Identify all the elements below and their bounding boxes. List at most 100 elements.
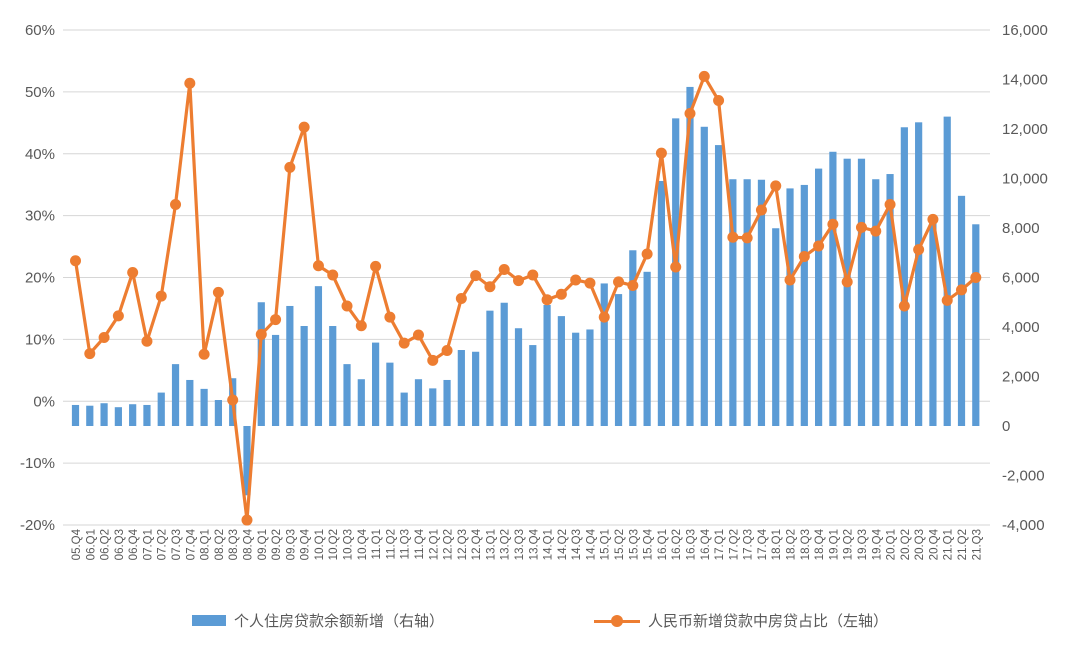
bar-13.Q2 — [500, 302, 508, 426]
x-axis-tick-label: 13.Q4 — [528, 528, 540, 560]
line-marker-12.Q4 — [470, 270, 482, 282]
x-axis-tick-label: 12.Q3 — [457, 529, 469, 560]
line-marker-19.Q3 — [855, 221, 867, 233]
x-axis-tick-label: 13.Q1 — [485, 529, 497, 560]
right-axis-tick-label: 14,000 — [1002, 72, 1048, 89]
bar-18.Q3 — [800, 184, 808, 426]
x-axis-tick-label: 11.Q3 — [400, 529, 412, 559]
line-marker-19.Q4 — [870, 225, 882, 237]
left-axis-tick-label: 30% — [25, 208, 55, 225]
x-axis-tick-label: 14.Q4 — [585, 528, 597, 560]
x-axis-tick-label: 20.Q4 — [928, 528, 940, 560]
x-axis-tick-label: 17.Q4 — [757, 528, 769, 560]
bar-18.Q4 — [815, 168, 823, 426]
bar-07.Q1 — [143, 404, 151, 426]
line-marker-06.Q2 — [98, 332, 110, 344]
line-marker-17.Q4 — [755, 204, 767, 216]
right-axis-tick-label: 12,000 — [1002, 121, 1048, 138]
line-marker-13.Q4 — [527, 269, 539, 281]
x-axis-tick-label: 16.Q1 — [657, 529, 669, 560]
legend-item-bar-series[interactable]: 个人住房贷款余额新增（右轴） — [191, 610, 444, 631]
x-axis-tick-label: 15.Q3 — [628, 529, 640, 560]
bar-07.Q4 — [186, 379, 194, 426]
line-marker-10.Q3 — [341, 300, 353, 312]
x-axis-tick-label: 07.Q3 — [171, 529, 183, 560]
bar-06.Q1 — [86, 405, 94, 426]
x-axis-tick-label: 06.Q4 — [128, 528, 140, 560]
x-axis-tick-label: 08.Q3 — [228, 529, 240, 560]
line-marker-08.Q4 — [241, 514, 253, 526]
bar-11.Q3 — [400, 392, 408, 426]
right-axis-tick-label: -2,000 — [1002, 468, 1045, 485]
bar-21.Q1 — [943, 116, 951, 426]
x-axis-tick-label: 12.Q4 — [471, 528, 483, 560]
x-axis-tick-label: 07.Q2 — [157, 529, 169, 560]
line-marker-11.Q1 — [370, 260, 382, 272]
line-marker-07.Q4 — [184, 77, 196, 89]
line-marker-10.Q4 — [355, 320, 367, 332]
right-axis-tick-label: 16,000 — [1002, 22, 1048, 39]
bar-series-label: 个人住房贷款余额新增（右轴） — [233, 613, 444, 630]
line-marker-07.Q1 — [141, 335, 153, 347]
bar-14.Q2 — [557, 316, 565, 426]
bar-20.Q1 — [886, 174, 894, 426]
x-axis-tick-label: 17.Q3 — [743, 529, 755, 560]
bar-15.Q4 — [643, 271, 651, 426]
line-marker-16.Q3 — [684, 108, 696, 120]
line-marker-21.Q1 — [941, 294, 953, 306]
line-marker-06.Q4 — [127, 267, 139, 279]
x-axis-tick-label: 15.Q4 — [643, 528, 655, 560]
x-axis-tick-label: 21.Q2 — [957, 529, 969, 560]
x-axis-tick-label: 19.Q4 — [871, 528, 883, 560]
legend-item-line-series[interactable]: 人民币新增贷款中房贷占比（左轴） — [594, 610, 888, 631]
x-axis-tick-label: 14.Q2 — [557, 529, 569, 560]
x-axis-tick-label: 15.Q1 — [600, 529, 612, 560]
bar-10.Q4 — [357, 379, 365, 426]
bar-13.Q1 — [486, 310, 494, 426]
right-axis-tick-label: 10,000 — [1002, 171, 1048, 188]
bar-15.Q2 — [614, 294, 623, 426]
x-axis-tick-label: 18.Q3 — [800, 529, 812, 560]
line-marker-11.Q4 — [412, 329, 424, 341]
x-axis-tick-label: 19.Q3 — [857, 529, 869, 560]
bar-13.Q4 — [529, 345, 537, 426]
x-axis-tick-label: 08.Q4 — [242, 528, 254, 560]
left-axis-tick-label: 40% — [25, 146, 55, 163]
x-axis-tick-label: 16.Q2 — [671, 529, 683, 560]
x-axis-tick-label: 18.Q2 — [786, 529, 798, 560]
x-axis-tick-label: 20.Q3 — [914, 529, 926, 560]
x-axis-tick-label: 18.Q4 — [814, 528, 826, 560]
right-axis-tick-label: 8,000 — [1002, 220, 1040, 237]
line-marker-13.Q2 — [498, 263, 510, 275]
x-axis-tick-label: 21.Q1 — [943, 529, 955, 560]
line-marker-12.Q2 — [441, 345, 453, 357]
x-axis-tick-label: 17.Q1 — [714, 529, 726, 560]
line-marker-15.Q1 — [598, 311, 610, 323]
line-marker-07.Q2 — [155, 290, 167, 302]
x-axis-tick-label: 13.Q2 — [500, 529, 512, 560]
bar-06.Q3 — [114, 407, 122, 426]
bar-06.Q2 — [100, 403, 108, 426]
bar-18.Q1 — [772, 228, 780, 426]
line-series-path — [73, 74, 977, 522]
line-marker-13.Q3 — [513, 275, 525, 287]
line-marker-06.Q1 — [84, 348, 96, 360]
bar-17.Q1 — [714, 145, 723, 426]
bar-08.Q1 — [200, 388, 208, 426]
chart-legend: 个人住房贷款余额新增（右轴） 人民币新增贷款中房贷占比（左轴） — [0, 610, 1080, 631]
x-axis-tick-label: 11.Q2 — [385, 529, 397, 559]
x-axis-tick-label: 09.Q3 — [285, 529, 297, 560]
line-marker-08.Q3 — [227, 394, 239, 406]
line-marker-21.Q3 — [970, 272, 982, 283]
bar-17.Q2 — [729, 179, 737, 426]
line-series-swatch-icon — [594, 614, 640, 627]
line-series-label: 人民币新增贷款中房贷占比（左轴） — [648, 613, 889, 630]
bar-08.Q4 — [243, 426, 251, 496]
line-marker-19.Q1 — [827, 218, 839, 230]
bar-20.Q3 — [915, 122, 923, 426]
x-axis-tick-label: 10.Q1 — [314, 529, 326, 560]
left-axis-tick-label: -20% — [20, 517, 55, 534]
line-marker-12.Q1 — [427, 354, 439, 366]
bar-19.Q3 — [857, 158, 866, 426]
line-marker-15.Q2 — [613, 276, 625, 288]
